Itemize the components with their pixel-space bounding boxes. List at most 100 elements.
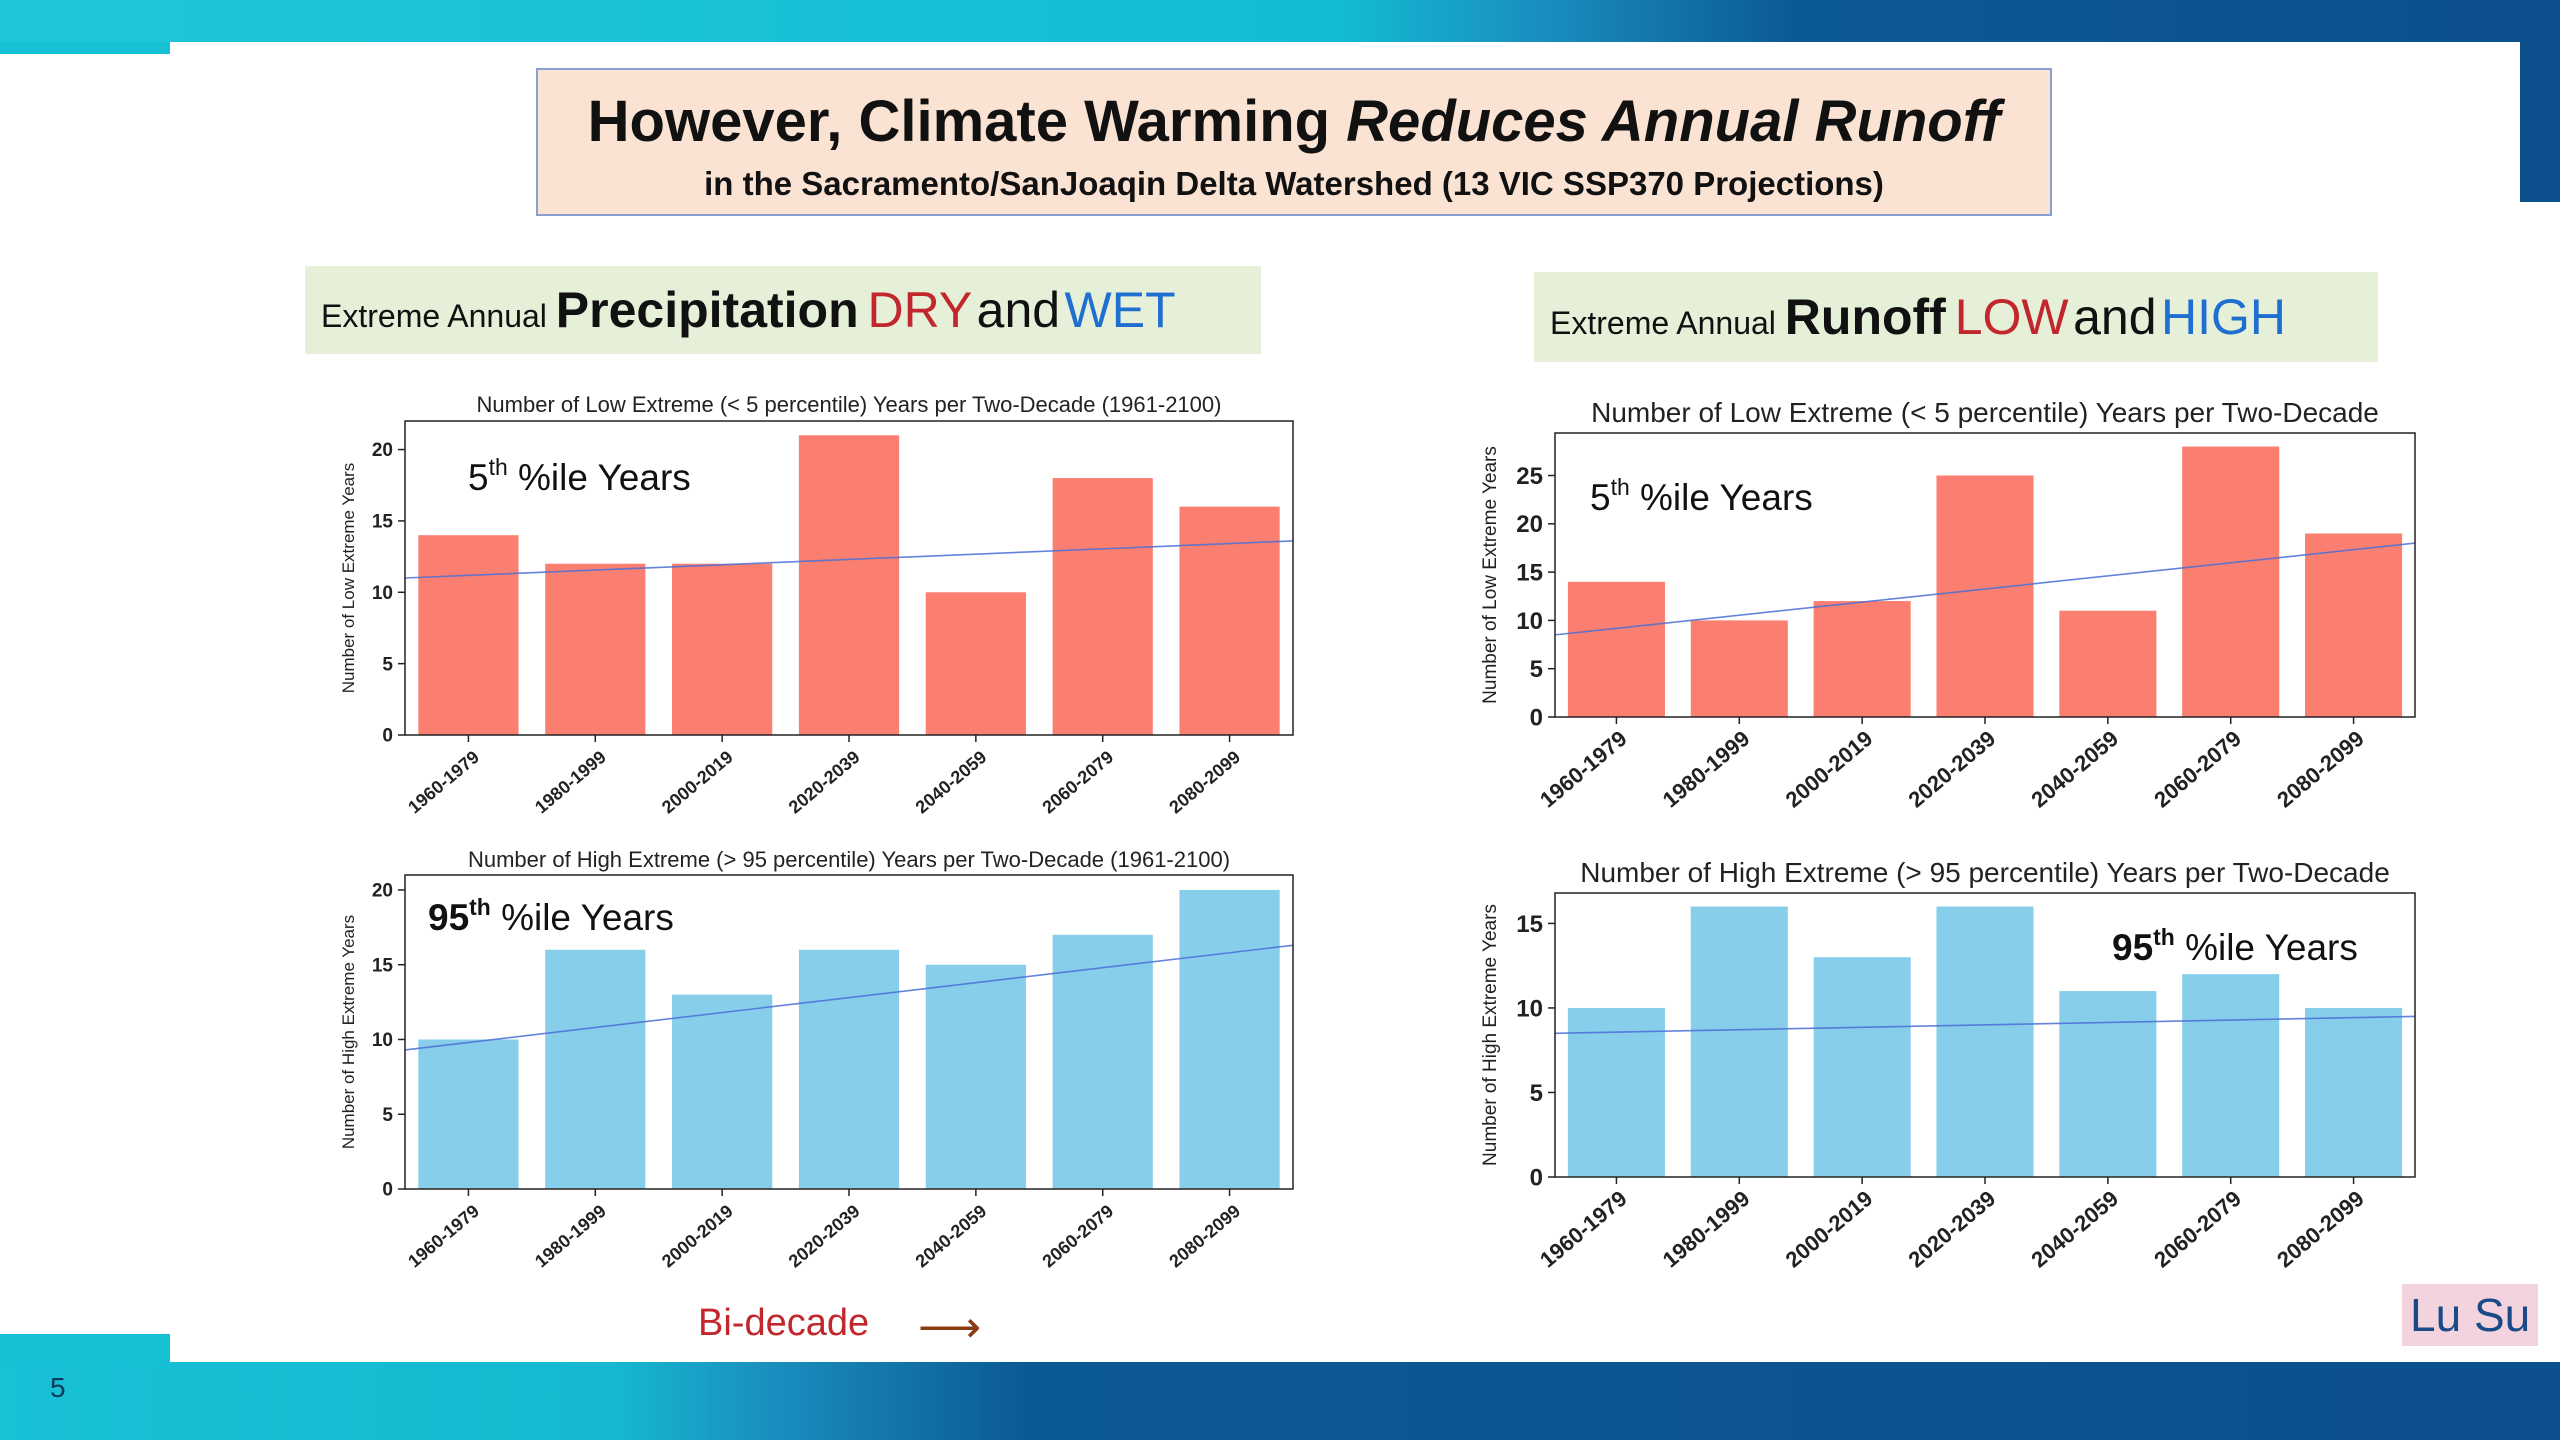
runoff-high-xtick-label: 1960-1979: [1535, 1186, 1632, 1273]
precip-low-bar: [672, 563, 773, 735]
precip-high-trend-line: [404, 944, 1294, 1051]
precip-high-xtick-label: 1960-1979: [404, 1201, 483, 1272]
precip-high-ylabel: Number of High Extreme Years: [339, 915, 358, 1149]
precip-high-bar: [1179, 889, 1280, 1189]
runoff-high-ytick-label: 10: [1516, 995, 1543, 1022]
precip-high-ytick-label: 0: [382, 1180, 393, 1201]
precip-low-trend-line: [404, 540, 1294, 579]
bottom-band: [0, 1362, 2560, 1440]
precip-high-xtick-label: 2020-2039: [785, 1201, 864, 1272]
precip-low-ytick-label: 10: [372, 583, 393, 604]
precip-low-xtick-label: 2020-2039: [785, 747, 864, 818]
precip-low-bar: [925, 592, 1026, 735]
runoff-high-xtick-label: 2000-2019: [1781, 1186, 1878, 1273]
runoff-low-xtick-label: 2080-2099: [2272, 726, 2369, 813]
precip-high-bar: [672, 994, 773, 1189]
runoff-low-title: Number of Low Extreme (< 5 percentile) Y…: [1591, 397, 2379, 428]
precipitation-section-heading: Extreme Annual Precipitation DRY and WET: [305, 266, 1261, 354]
precip-low-ylabel: Number of Low Extreme Years: [339, 463, 358, 694]
precip-low-xtick-label: 2000-2019: [658, 747, 737, 818]
runoff-high-xtick-label: 1980-1999: [1658, 1186, 1755, 1273]
runoff-high-xtick-label: 2040-2059: [2026, 1186, 2123, 1273]
precip-high-bar: [798, 949, 900, 1189]
precip-head-and: and: [976, 282, 1061, 338]
runoff-section-heading: Extreme Annual Runoff LOW and HIGH: [1534, 272, 2378, 362]
runoff-high-annotation: 95th %ile Years: [2112, 924, 2358, 968]
runoff-low-xtick-label: 2000-2019: [1781, 726, 1878, 813]
runoff-high-bar: [2182, 974, 2280, 1177]
precip-low-bar: [798, 435, 900, 735]
title-emphasis: Reduces Annual Runoff: [1346, 89, 2001, 154]
right-edge-strip: [2520, 42, 2560, 202]
precip-low-bar: [1179, 506, 1280, 735]
top-band-tab: [0, 42, 170, 54]
runoff-high-bar: [1567, 1007, 1665, 1177]
precip-high-bar: [545, 949, 646, 1189]
runoff-high-ytick-label: 15: [1516, 911, 1543, 938]
precip-low-ytick-label: 5: [382, 654, 393, 675]
precip-low-ytick-label: 15: [372, 512, 394, 533]
precip-low-xtick-label: 1980-1999: [531, 747, 610, 818]
precip-head-prefix: Extreme Annual: [321, 298, 556, 334]
runoff-low-bar: [2059, 610, 2157, 717]
precip-high-xtick-label: 2060-2079: [1038, 1201, 1117, 1272]
precip-high-xtick-label: 2000-2019: [658, 1201, 737, 1272]
precip-head-bold: Precipitation: [555, 282, 859, 338]
runoff-low-bar: [1813, 601, 1911, 717]
precip-low-title: Number of Low Extreme (< 5 percentile) Y…: [477, 392, 1222, 417]
runoff-head-low: LOW: [1954, 289, 2069, 345]
runoff-low-xtick-label: 2040-2059: [2026, 726, 2123, 813]
runoff-low-bar: [1690, 620, 1788, 717]
runoff-low-annotation: 5th %ile Years: [1590, 474, 1813, 518]
precip-high-ytick-label: 10: [372, 1030, 393, 1051]
runoff-head-high: HIGH: [2160, 289, 2286, 345]
precip-low-xtick-label: 2040-2059: [912, 747, 991, 818]
precip-low-bar: [545, 563, 646, 735]
precip-low-annotation: 5th %ile Years: [468, 454, 691, 498]
slide-title: However, Climate Warming Reduces Annual …: [538, 88, 2050, 155]
runoff-low-xtick-label: 1980-1999: [1658, 726, 1755, 813]
runoff-low-ytick-label: 15: [1516, 560, 1543, 587]
runoff-high-bar: [2059, 991, 2157, 1177]
precip-high-ytick-label: 5: [382, 1105, 393, 1126]
runoff-high-xtick-label: 2080-2099: [2272, 1186, 2369, 1273]
page-number: 5: [50, 1372, 66, 1403]
runoff-low-ylabel: Number of Low Extreme Years: [1480, 446, 1501, 704]
precip-low-xtick-label: 2080-2099: [1165, 747, 1244, 818]
precip-high-title: Number of High Extreme (> 95 percentile)…: [468, 847, 1230, 872]
precip-low-bar: [1052, 478, 1153, 735]
precip-head-dry: DRY: [867, 282, 973, 338]
right-arrow-icon: ⟶: [918, 1303, 982, 1352]
runoff-low-bar: [1567, 581, 1665, 717]
author-tag: Lu Su: [2402, 1284, 2539, 1346]
runoff-high-title: Number of High Extreme (> 95 percentile)…: [1580, 857, 2390, 888]
runoff-low-ytick-label: 5: [1530, 656, 1543, 683]
runoff-low-trend-line: [1554, 542, 2416, 636]
precip-high-bar: [1052, 934, 1153, 1189]
runoff-head-and: and: [2073, 289, 2157, 345]
precip-head-wet: WET: [1064, 282, 1176, 338]
runoff-low-bar: [2182, 446, 2280, 717]
precip-high-ytick-label: 20: [372, 881, 393, 902]
runoff-high-xtick-label: 2060-2079: [2149, 1186, 2246, 1273]
precip-high-annotation: 95th %ile Years: [428, 894, 674, 938]
runoff-high-bar: [2305, 1007, 2403, 1177]
runoff-low-bar: [2305, 533, 2403, 717]
runoff-high-bar: [1813, 957, 1911, 1177]
precip-high-bar: [418, 1039, 519, 1189]
slide-subtitle: in the Sacramento/SanJoaqin Delta Waters…: [704, 165, 1884, 202]
precip-high-xtick-label: 2080-2099: [1165, 1201, 1244, 1272]
bi-decade-label: Bi-decade: [698, 1302, 870, 1344]
runoff-head-bold: Runoff: [1784, 289, 1946, 345]
runoff-high-trend-line: [1554, 1015, 2416, 1035]
precip-high-xtick-label: 1980-1999: [531, 1201, 610, 1272]
precip-low-bar: [418, 535, 519, 735]
precip-low-ytick-label: 20: [372, 440, 393, 461]
precip-low-ytick-label: 0: [382, 726, 393, 747]
runoff-head-prefix: Extreme Annual: [1550, 305, 1785, 341]
runoff-low-xtick-label: 2060-2079: [2149, 726, 2246, 813]
runoff-high-ytick-label: 5: [1530, 1080, 1543, 1107]
runoff-low-ytick-label: 20: [1516, 511, 1543, 538]
precip-low-xtick-label: 1960-1979: [404, 747, 483, 818]
precip-high-ytick-label: 15: [372, 955, 394, 976]
